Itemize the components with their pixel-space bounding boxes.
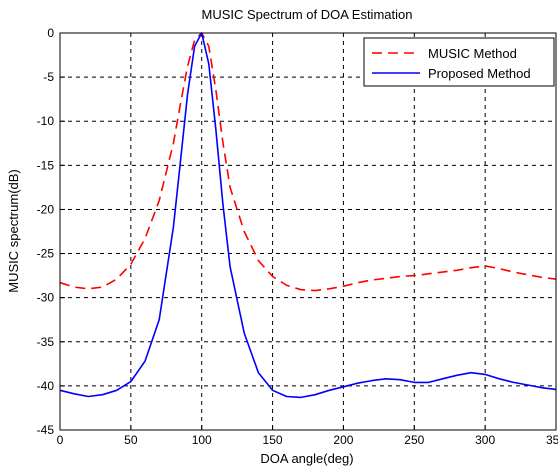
y-tick-label: -35 xyxy=(37,335,55,349)
y-tick-label: -20 xyxy=(37,202,55,216)
series-lines xyxy=(59,32,557,399)
x-tick-label: 300 xyxy=(475,433,495,447)
x-tick-label: 0 xyxy=(57,433,64,447)
legend-label-music: MUSIC Method xyxy=(428,46,517,61)
y-axis-label: MUSIC spectrum(dB) xyxy=(6,169,21,293)
y-tick-label: -40 xyxy=(37,379,55,393)
y-tick-label: -10 xyxy=(37,114,55,128)
y-tick-label: -15 xyxy=(37,158,55,172)
x-tick-label: 150 xyxy=(263,433,283,447)
legend: MUSIC Method Proposed Method xyxy=(363,37,555,87)
y-tick-label: -45 xyxy=(37,423,55,437)
x-tick-label: 250 xyxy=(404,433,424,447)
legend-box xyxy=(363,37,555,87)
y-tick-label: -5 xyxy=(43,70,54,84)
y-tick-label: 0 xyxy=(47,26,54,40)
plot-area xyxy=(60,33,556,430)
y-axis-ticks: 0 -5 -10 -15 -20 -25 -30 -35 -40 -45 xyxy=(37,26,65,437)
x-tick-label: 100 xyxy=(192,433,212,447)
x-axis-ticks: 0 50 100 150 200 250 300 350 xyxy=(57,425,558,447)
y-tick-label: -25 xyxy=(37,247,55,261)
x-tick-label: 50 xyxy=(124,433,138,447)
plot-frame xyxy=(59,32,557,431)
series-line-music-method xyxy=(59,32,557,292)
y-tick-label: -30 xyxy=(37,291,55,305)
x-axis-label: DOA angle(deg) xyxy=(260,451,353,466)
chart-title: MUSIC Spectrum of DOA Estimation xyxy=(202,7,413,22)
x-tick-label: 350 xyxy=(546,433,558,447)
legend-label-proposed: Proposed Method xyxy=(428,66,531,81)
series-line-proposed-method xyxy=(59,32,557,399)
grid-lines xyxy=(60,33,556,430)
x-tick-label: 200 xyxy=(333,433,353,447)
